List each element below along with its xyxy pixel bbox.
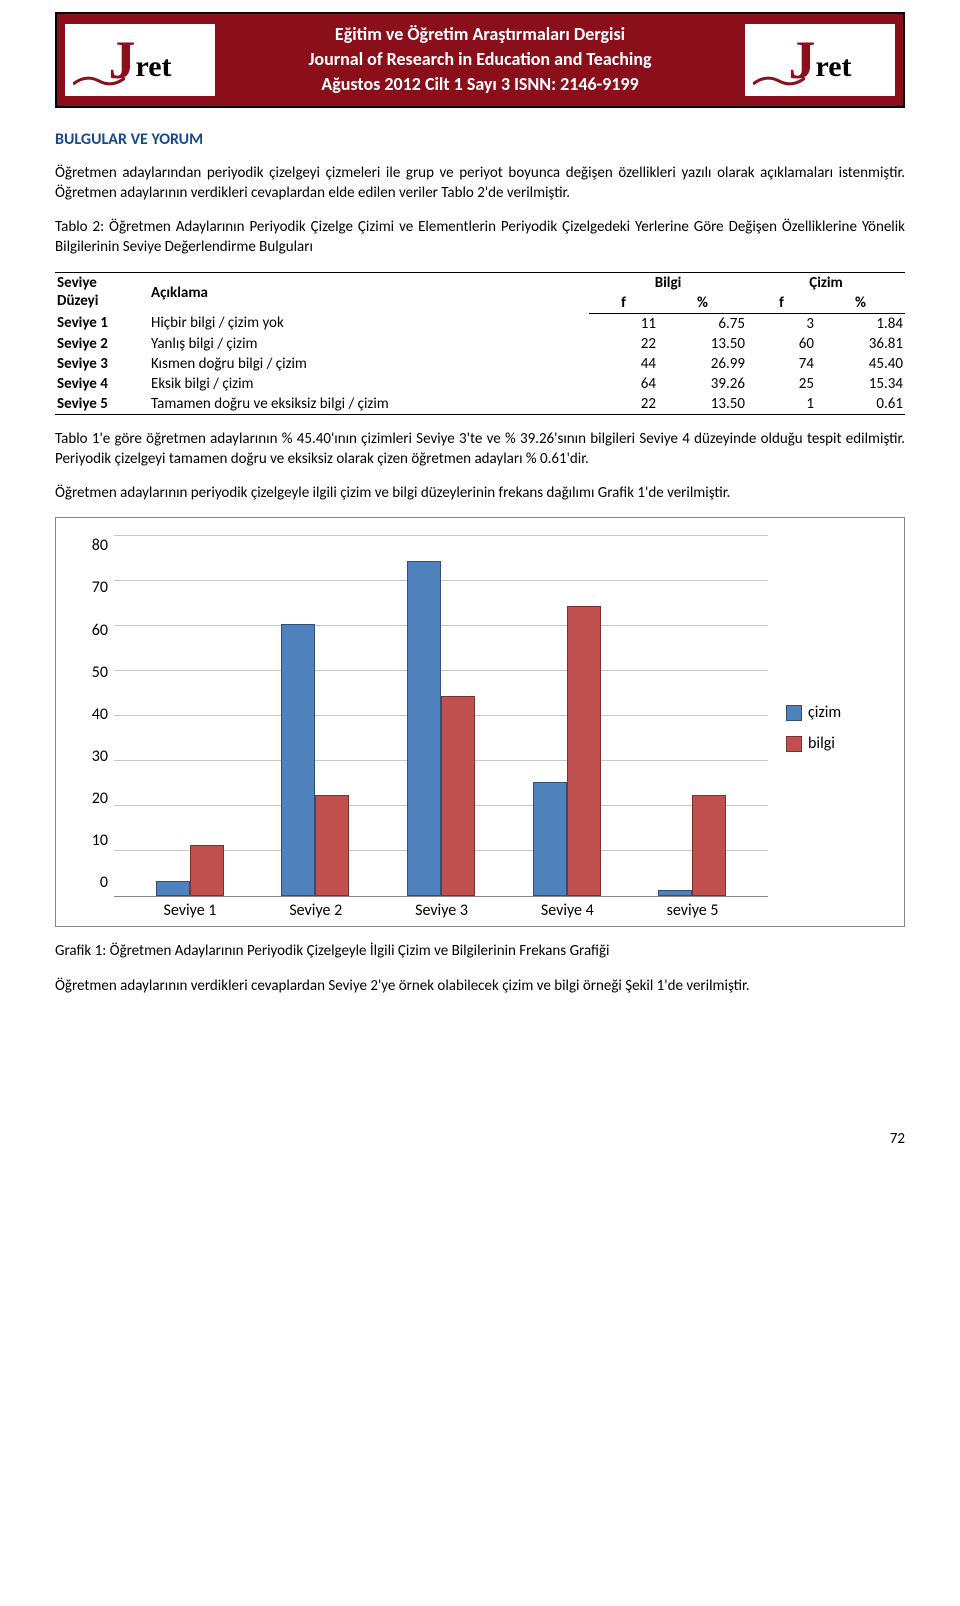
- bar-group: [156, 536, 224, 896]
- ytick: 60: [92, 621, 108, 640]
- table-body: Seviye 1Hiçbir bilgi / çizim yok116.7531…: [55, 313, 905, 414]
- chart-y-axis: 80 70 60 50 40 30 20 10 0: [70, 536, 114, 920]
- bar-cizim: [407, 561, 441, 896]
- table-head-level-1: Seviye: [57, 274, 97, 292]
- legend-label-cizim: çizim: [808, 703, 841, 722]
- bar-group: [407, 536, 475, 896]
- section-heading: BULGULAR VE YORUM: [55, 130, 905, 149]
- journal-logo-right: J ret: [745, 24, 895, 96]
- ytick: 30: [92, 747, 108, 766]
- bar-cizim: [281, 624, 315, 896]
- table-row: Seviye 3Kısmen doğru bilgi / çizim4426.9…: [55, 354, 905, 374]
- xtick: Seviye 3: [415, 901, 468, 920]
- table-row: Seviye 1Hiçbir bilgi / çizim yok116.7531…: [55, 313, 905, 334]
- bar-group: [281, 536, 349, 896]
- table-head-bilgi: Bilgi: [589, 272, 747, 293]
- bar-bilgi: [567, 606, 601, 896]
- table-2: Seviye Düzeyi Açıklama Bilgi Çizim f % f…: [55, 272, 905, 415]
- chart-legend: çizim bilgi: [768, 536, 886, 920]
- journal-title-block: Eğitim ve Öğretim Araştırmaları Dergisi …: [215, 22, 745, 98]
- bar-bilgi: [692, 795, 726, 896]
- logo-wave-icon: [73, 74, 125, 88]
- table-row: Seviye 5Tamamen doğru ve eksiksiz bilgi …: [55, 394, 905, 415]
- ytick: 70: [92, 578, 108, 597]
- bar-bilgi: [190, 845, 224, 897]
- ytick: 20: [92, 789, 108, 808]
- bar-bilgi: [315, 795, 349, 896]
- bar-cizim: [658, 890, 692, 897]
- table-head-cizim: Çizim: [747, 272, 905, 293]
- page-number: 72: [55, 1010, 905, 1148]
- table-caption: Tablo 2: Öğretmen Adaylarının Periyodik …: [55, 217, 905, 258]
- table-head-f2: f: [747, 293, 816, 314]
- paragraph-3: Öğretmen adaylarının periyodik çizelgeyl…: [55, 483, 905, 503]
- ytick: 10: [92, 831, 108, 850]
- bar-bilgi: [441, 696, 475, 896]
- bar-group: [658, 536, 726, 896]
- chart-grafik-1: 80 70 60 50 40 30 20 10 0 Seviye 1 Seviy…: [55, 517, 905, 927]
- paragraph-2: Tablo 1'e göre öğretmen adaylarının % 45…: [55, 429, 905, 470]
- xtick: seviye 5: [667, 901, 719, 920]
- ytick: 0: [100, 873, 108, 892]
- journal-header: J ret Eğitim ve Öğretim Araştırmaları De…: [55, 12, 905, 108]
- chart-x-axis: Seviye 1 Seviye 2 Seviye 3 Seviye 4 sevi…: [114, 897, 768, 920]
- table-row: Seviye 4Eksik bilgi / çizim6439.262515.3…: [55, 374, 905, 394]
- bar-cizim: [533, 782, 567, 897]
- ytick: 80: [92, 536, 108, 555]
- bar-group: [533, 536, 601, 896]
- table-row: Seviye 2Yanlış bilgi / çizim2213.506036.…: [55, 334, 905, 354]
- chart-plot-area: [114, 536, 768, 897]
- table-head-desc: Açıklama: [149, 272, 589, 313]
- journal-title-en: Journal of Research in Education and Tea…: [215, 47, 745, 72]
- paragraph-1: Öğretmen adaylarından periyodik çizelgey…: [55, 163, 905, 204]
- journal-logo-left: J ret: [65, 24, 215, 96]
- journal-title-tr: Eğitim ve Öğretim Araştırmaları Dergisi: [215, 22, 745, 47]
- table-head-f1: f: [589, 293, 658, 314]
- table-head-p2: %: [816, 293, 905, 314]
- legend-swatch-cizim: [786, 705, 802, 721]
- xtick: Seviye 1: [164, 901, 217, 920]
- legend-label-bilgi: bilgi: [808, 734, 835, 753]
- table-head-level-2: Düzeyi: [57, 292, 98, 310]
- logo-ret-text: ret: [815, 52, 851, 82]
- chart-caption: Grafik 1: Öğretmen Adaylarının Periyodik…: [55, 941, 905, 961]
- journal-issue: Ağustos 2012 Cilt 1 Sayı 3 ISNN: 2146-91…: [215, 72, 745, 97]
- legend-swatch-bilgi: [786, 736, 802, 752]
- ytick: 50: [92, 663, 108, 682]
- xtick: Seviye 4: [541, 901, 594, 920]
- xtick: Seviye 2: [289, 901, 342, 920]
- bar-cizim: [156, 881, 190, 897]
- logo-ret-text: ret: [135, 52, 171, 82]
- logo-wave-icon: [753, 74, 805, 88]
- ytick: 40: [92, 705, 108, 724]
- table-head-p1: %: [658, 293, 747, 314]
- paragraph-4: Öğretmen adaylarının verdikleri cevaplar…: [55, 976, 905, 996]
